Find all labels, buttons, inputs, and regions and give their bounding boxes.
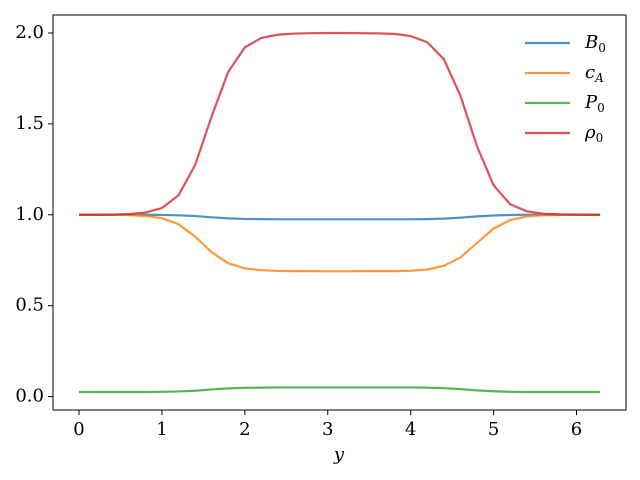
y-tick-label: 1.0 xyxy=(15,204,44,225)
legend-label: cA xyxy=(585,62,604,85)
series-line xyxy=(79,386,600,394)
y-tick-label: 2.0 xyxy=(15,22,44,43)
y-tick-label: 0.5 xyxy=(15,295,44,316)
legend-label: ρ0 xyxy=(584,122,603,145)
series-line xyxy=(79,31,600,216)
x-tick-label: 6 xyxy=(571,419,582,440)
series-line xyxy=(79,213,600,273)
x-tick-label: 0 xyxy=(73,419,84,440)
series-line xyxy=(79,213,600,221)
y-tick-label: 0.0 xyxy=(15,386,44,407)
legend-label: P0 xyxy=(584,92,605,115)
x-axis-label: y xyxy=(333,444,345,465)
y-tick-label: 1.5 xyxy=(15,113,44,134)
x-tick-label: 4 xyxy=(405,419,416,440)
plot-frame xyxy=(52,14,627,411)
x-tick-label: 5 xyxy=(488,419,499,440)
legend-label: B0 xyxy=(584,32,606,55)
x-tick-label: 3 xyxy=(322,419,333,440)
x-tick-label: 1 xyxy=(156,419,167,440)
x-tick-label: 2 xyxy=(239,419,250,440)
